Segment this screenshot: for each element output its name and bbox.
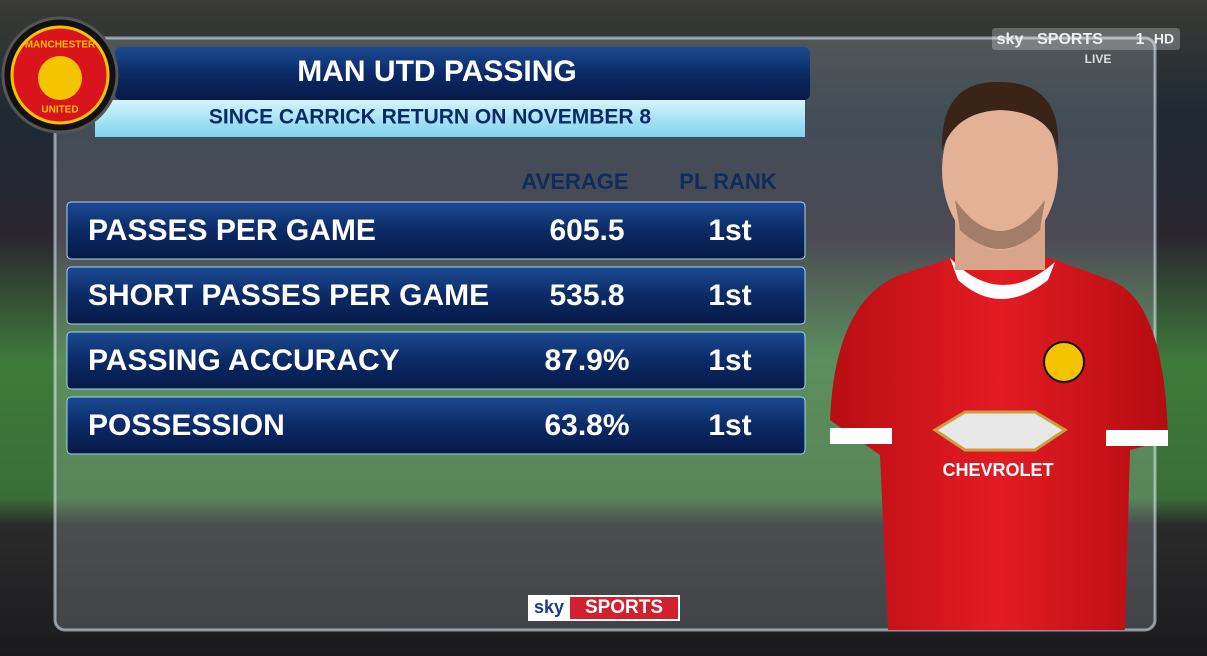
row-bar [66, 266, 806, 325]
channel-quality: HD [1154, 31, 1174, 47]
row-bar [66, 396, 806, 455]
shirt-sponsor: CHEVROLET [942, 460, 1053, 480]
channel-name: SPORTS [1037, 31, 1103, 48]
badge-bottom: UNITED [41, 105, 78, 116]
footer-logo-red [570, 597, 678, 619]
footer-brand: sky [534, 597, 564, 617]
player-image: CHEVROLET [830, 81, 1168, 630]
average-value: 63.8% [544, 409, 629, 442]
rank-value: 1st [708, 279, 751, 312]
collar [950, 258, 1055, 299]
sleeve-cuff [830, 428, 892, 444]
title: MAN UTD PASSING [297, 55, 576, 88]
rank-value: 1st [708, 214, 751, 247]
average-value: 605.5 [549, 214, 624, 247]
subtitle-bar [95, 100, 805, 137]
rank-value: 1st [708, 409, 751, 442]
row-bar [66, 331, 806, 390]
sleeve-cuff [1106, 430, 1168, 446]
sponsor-logo [932, 410, 1068, 452]
badge-top: MANCHESTER [25, 40, 96, 51]
column-header: PL RANK [679, 169, 776, 194]
channel-logo [992, 28, 1180, 50]
shirt-badge [1043, 341, 1085, 383]
row-label: PASSES PER GAME [88, 214, 376, 247]
subtitle: SINCE CARRICK RETURN ON NOVEMBER 8 [209, 106, 652, 129]
average-value: 535.8 [549, 279, 624, 312]
badge-crest [38, 56, 82, 100]
channel-number: 1 [1136, 31, 1145, 48]
row-label: SHORT PASSES PER GAME [88, 279, 489, 312]
face [942, 90, 1058, 250]
row-bar [66, 201, 806, 260]
title-bar [115, 47, 810, 100]
footer-name: SPORTS [585, 597, 663, 618]
row-label: POSSESSION [88, 409, 285, 442]
stats-table: AVERAGE PL RANK PASSES PER GAME 605.5 1st SHO… [66, 169, 806, 455]
live-label: LIVE [1085, 52, 1112, 66]
channel-brand: sky [997, 31, 1024, 48]
rank-value: 1st [708, 344, 751, 377]
beard [955, 200, 1045, 249]
hair [941, 81, 1059, 150]
column-header: AVERAGE [521, 169, 628, 194]
row-label: PASSING ACCURACY [88, 344, 400, 377]
average-value: 87.9% [544, 344, 629, 377]
